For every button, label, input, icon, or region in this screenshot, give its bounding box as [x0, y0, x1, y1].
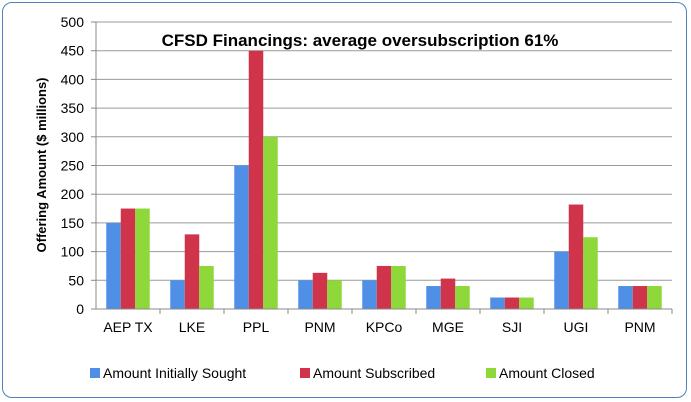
bar-amount-subscribed	[440, 278, 456, 309]
bar-amount-closed	[647, 286, 662, 309]
y-tick-label: 150	[61, 215, 85, 231]
x-tick-label: PNM	[624, 319, 655, 335]
x-tick-label: PPL	[243, 319, 270, 335]
axes	[95, 22, 673, 314]
bar-amount-subscribed	[120, 208, 136, 309]
chart-title: CFSD Financings: average oversubscriptio…	[162, 31, 559, 50]
bar-amount-initially-sought	[234, 165, 249, 309]
bar-amount-initially-sought	[426, 286, 441, 309]
x-tick-label: MGE	[432, 319, 464, 335]
y-tick-labels: 0 50 100 150 200 250 300 350 400 450 500	[61, 14, 85, 317]
bar-amount-closed	[327, 280, 342, 309]
y-tick-label: 400	[61, 71, 85, 87]
legend-swatch	[90, 368, 100, 378]
x-tick-label: KPCo	[366, 319, 403, 335]
bar-amount-subscribed	[504, 297, 520, 309]
chart-frame	[2, 2, 687, 398]
bar-amount-initially-sought	[170, 280, 185, 309]
x-tick-label: SJI	[502, 319, 522, 335]
bar-amount-initially-sought	[106, 222, 121, 309]
legend-swatch	[486, 368, 496, 378]
y-tick-label: 0	[76, 301, 84, 317]
bar-amount-subscribed	[632, 286, 648, 309]
bar-amount-closed	[455, 286, 470, 309]
bar-amount-subscribed	[184, 234, 200, 309]
bar-amount-initially-sought	[362, 280, 377, 309]
legend-item: Amount Closed	[486, 365, 595, 381]
bar-amount-closed	[583, 237, 598, 309]
legend-label: Amount Initially Sought	[103, 365, 246, 381]
bar-amount-closed	[391, 265, 406, 309]
legend-label: Amount Closed	[499, 365, 595, 381]
y-tick-label: 200	[61, 186, 85, 202]
y-tick-label: 350	[61, 100, 85, 116]
y-tick-label: 100	[61, 244, 85, 260]
bar-amount-initially-sought	[554, 251, 569, 309]
legend-swatch	[300, 368, 310, 378]
x-tick-label: PNM	[304, 319, 335, 335]
x-tick-labels: AEP TX LKE PPL PNM KPCo MGE SJI UGI PNM	[103, 319, 655, 335]
x-tick-label: AEP TX	[103, 319, 153, 335]
legend: Amount Initially Sought Amount Subscribed…	[90, 365, 595, 381]
y-tick-label: 500	[61, 14, 85, 30]
bar-amount-closed	[135, 208, 150, 309]
bars	[106, 50, 662, 309]
bar-amount-closed	[263, 136, 278, 309]
y-tick-label: 50	[68, 272, 84, 288]
bar-amount-initially-sought	[618, 286, 633, 309]
bar-amount-subscribed	[312, 272, 328, 309]
bar-amount-subscribed	[376, 265, 392, 309]
y-tick-label: 250	[61, 158, 85, 174]
bar-amount-closed	[199, 265, 214, 309]
x-tick-label: LKE	[179, 319, 205, 335]
x-tick-label: UGI	[564, 319, 589, 335]
legend-label: Amount Subscribed	[313, 365, 435, 381]
bar-amount-initially-sought	[490, 297, 505, 309]
legend-item: Amount Initially Sought	[90, 365, 246, 381]
y-tick-label: 300	[61, 129, 85, 145]
bar-amount-subscribed	[248, 50, 264, 309]
bar-amount-subscribed	[568, 204, 584, 309]
bar-amount-initially-sought	[298, 280, 313, 309]
y-tick-label: 450	[61, 43, 85, 59]
legend-item: Amount Subscribed	[300, 365, 435, 381]
y-axis-label: Offering Amount ($ millions)	[34, 77, 49, 252]
bar-amount-closed	[519, 297, 534, 309]
